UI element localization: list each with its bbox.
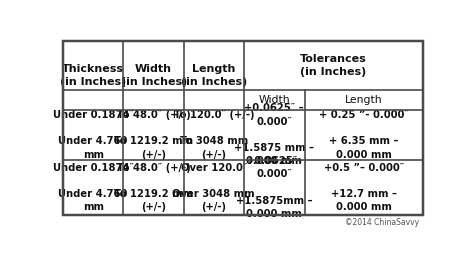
Text: Thickness
(in Inches): Thickness (in Inches) xyxy=(60,63,126,87)
Text: To 120.0″ (+/-)

To 3048 mm
(+/-): To 120.0″ (+/-) To 3048 mm (+/-) xyxy=(173,110,254,160)
Text: +0.5 ”– 0.000″

+12.7 mm –
0.000 mm: +0.5 ”– 0.000″ +12.7 mm – 0.000 mm xyxy=(324,163,404,212)
Text: Width: Width xyxy=(258,95,290,105)
Text: Length: Length xyxy=(345,95,383,105)
Text: Width
(in Inches): Width (in Inches) xyxy=(120,63,187,87)
Text: To 48.0″ (+/-)

To 1219.2 mm
(+/-): To 48.0″ (+/-) To 1219.2 mm (+/-) xyxy=(114,163,193,212)
Text: To 48.0″ (+/-)

To 1219.2 mm
(+/-): To 48.0″ (+/-) To 1219.2 mm (+/-) xyxy=(114,110,193,160)
Text: +0.0625″–
0.000″

+1.5875mm –
0.000 mm: +0.0625″– 0.000″ +1.5875mm – 0.000 mm xyxy=(236,156,312,219)
Text: Under 0.1874″

Under 4.760
mm: Under 0.1874″ Under 4.760 mm xyxy=(53,163,134,212)
Text: Under 0.1874″

Under 4.760
mm: Under 0.1874″ Under 4.760 mm xyxy=(53,110,134,160)
Text: Tolerances
(in Inches): Tolerances (in Inches) xyxy=(300,54,367,77)
Text: +0.0625″ –
0.000″

+1.5875 mm –
0.000 mm: +0.0625″ – 0.000″ +1.5875 mm – 0.000 mm xyxy=(234,103,314,166)
Bar xyxy=(63,41,423,215)
Text: Over 120.0″

Over 3048 mm
(+/-): Over 120.0″ Over 3048 mm (+/-) xyxy=(173,163,255,212)
Text: + 0.25 ”- 0.000″

+ 6.35 mm –
0.000 mm: + 0.25 ”- 0.000″ + 6.35 mm – 0.000 mm xyxy=(319,110,409,160)
Text: ©2014 ChinaSavvy: ©2014 ChinaSavvy xyxy=(345,218,419,227)
Text: Length
(in Inches): Length (in Inches) xyxy=(181,63,247,87)
